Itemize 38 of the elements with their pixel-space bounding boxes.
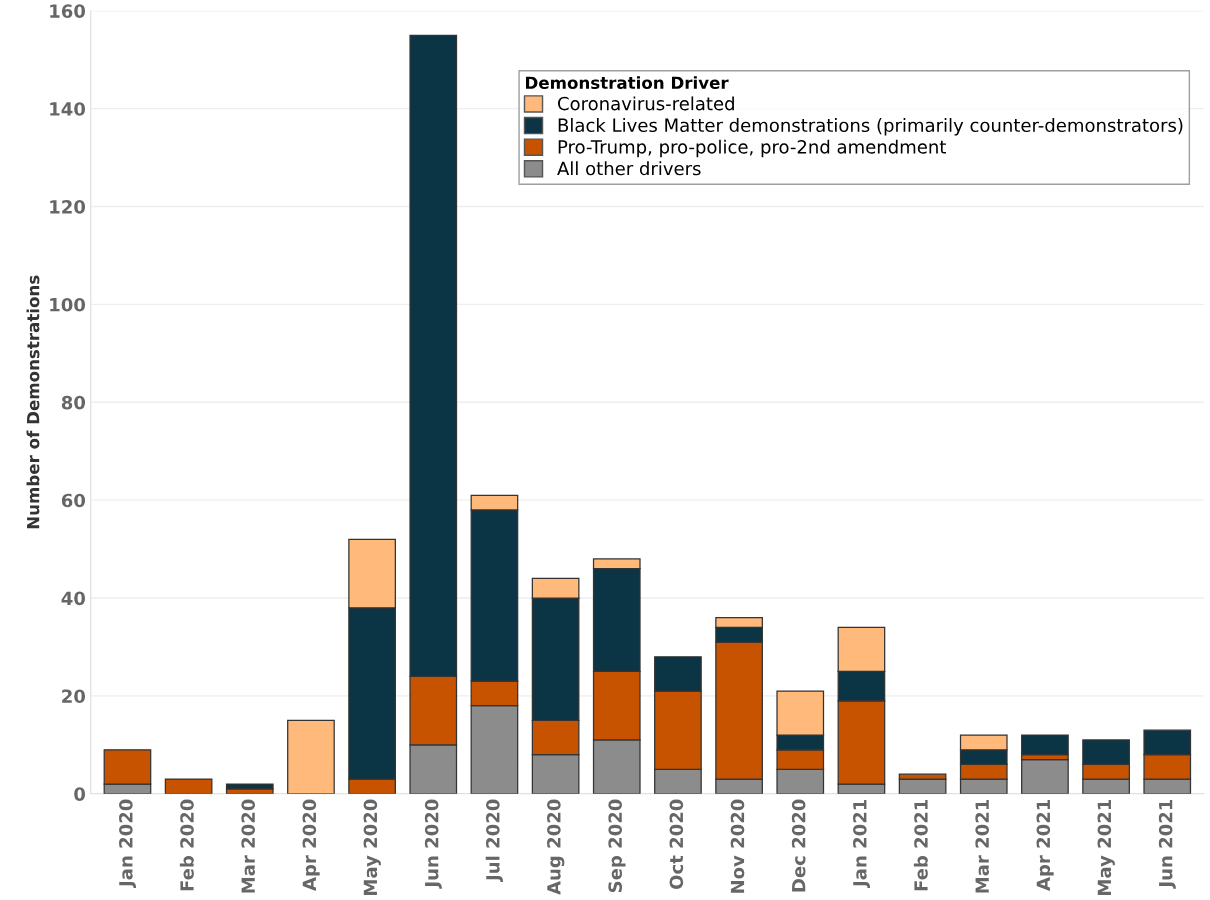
x-tick-label: Feb 2021 (913, 799, 928, 891)
y-tick-label: 80 (61, 395, 86, 410)
x-tick-label: Nov 2020 (730, 799, 745, 893)
x-tick-label: Apr 2021 (1036, 799, 1054, 891)
bar (225, 783, 274, 790)
x-tick-label: Jun 2020 (424, 799, 442, 889)
x-tick-label: Jul 2020 (485, 799, 504, 882)
x-tick-label: Mar 2020 (241, 799, 256, 893)
x-tick-label: Aug 2020 (547, 799, 565, 895)
y-axis-title: Number of Demonstrations (26, 275, 40, 529)
x-tick-label: Jan 2021 (853, 799, 871, 888)
x-tick-label: May 2020 (363, 799, 381, 895)
x-tick-label: Oct 2020 (669, 799, 684, 889)
y-tick-label: 0 (74, 787, 86, 801)
bar (1021, 758, 1069, 794)
x-tick-label: Jan 2020 (119, 799, 137, 888)
x-tick-label: Sep 2020 (608, 799, 626, 893)
legend-label: All other drivers (557, 161, 701, 176)
x-tick-label: Apr 2020 (302, 799, 320, 891)
x-tick-label: Jun 2021 (1158, 799, 1176, 889)
y-tick-label: 40 (61, 591, 86, 606)
x-tick-label: Mar 2021 (975, 799, 989, 893)
y-tick-label: 140 (50, 102, 86, 116)
bar (287, 719, 335, 794)
legend-title: Demonstration Driver (526, 76, 729, 90)
y-tick-label: 20 (62, 689, 86, 704)
legend-label: Black Lives Matter demonstrations (primarily counter-demonstrators) (558, 118, 1183, 136)
y-tick-label: 120 (50, 200, 86, 214)
y-tick-label: 60 (61, 493, 86, 508)
legend-label: Coronavirus-related (557, 96, 734, 111)
bar (164, 778, 213, 794)
x-tick-label: May 2021 (1097, 799, 1115, 895)
bar (1021, 734, 1069, 756)
y-tick-label: 160 (50, 4, 86, 18)
legend-label: Pro-Trump, pro-police, pro-2nd amendment (558, 139, 946, 158)
x-tick-label: Dec 2020 (791, 799, 806, 892)
y-tick-label: 100 (50, 297, 86, 312)
x-tick-label: Feb 2020 (179, 799, 194, 891)
